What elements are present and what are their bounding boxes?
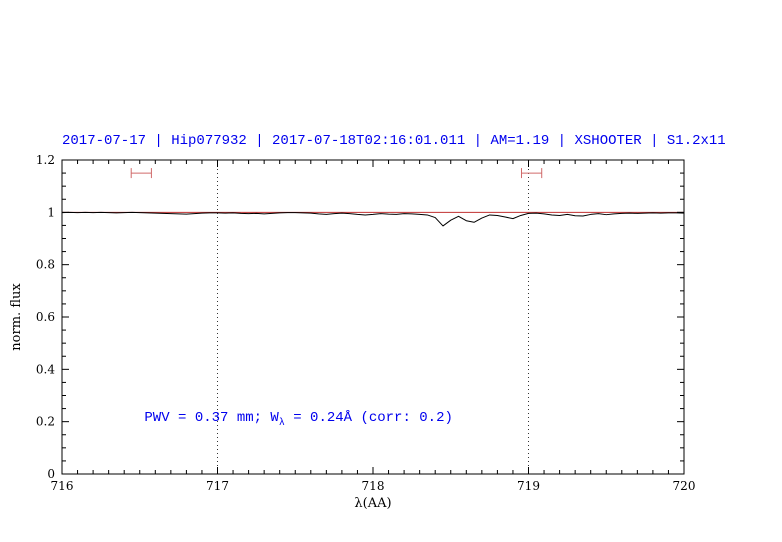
- x-tick-label: 716: [51, 479, 74, 493]
- pwv-annotation-text: PWV = 0.37 mm; W: [144, 409, 279, 426]
- observed-spectrum-line: [61, 211, 685, 227]
- pwv-annotation: PWV = 0.37 mm; Wλ = 0.24Å (corr: 0.2): [144, 411, 452, 429]
- y-tick-label: 1.2: [36, 153, 55, 167]
- x-axis-label: λ(AA): [354, 496, 391, 511]
- x-tick-label: 718: [362, 479, 385, 493]
- x-tick-label: 720: [673, 479, 696, 493]
- x-tick-label: 719: [517, 479, 540, 493]
- lambda-subscript: λ: [278, 417, 285, 429]
- pwv-annotation-text-2: = 0.24Å (corr: 0.2): [284, 409, 453, 426]
- y-tick-label: 0.2: [36, 415, 55, 429]
- y-tick-label: 0: [47, 467, 55, 481]
- y-axis-label: norm. flux: [9, 283, 24, 351]
- y-tick-label: 1: [47, 205, 55, 219]
- y-tick-label: 0.8: [36, 258, 55, 272]
- y-tick-label: 0.4: [36, 362, 55, 376]
- x-tick-label: 717: [206, 479, 229, 493]
- y-tick-label: 0.6: [36, 310, 55, 324]
